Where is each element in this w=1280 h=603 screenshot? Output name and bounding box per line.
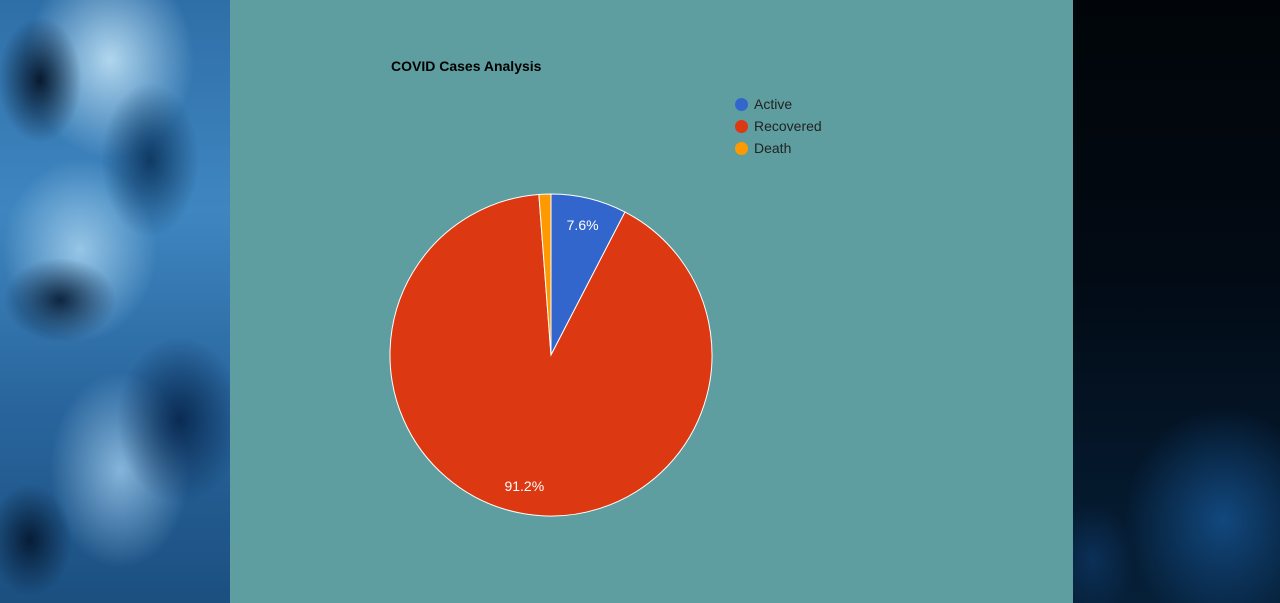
- legend-label-recovered: Recovered: [754, 118, 822, 134]
- legend-label-death: Death: [754, 140, 792, 156]
- pie-label-recovered: 91.2%: [504, 478, 544, 494]
- legend-swatch-active: [735, 97, 748, 111]
- legend-item-active[interactable]: Active: [735, 93, 822, 115]
- legend: Active Recovered Death: [735, 93, 822, 159]
- pie-label-active: 7.6%: [567, 217, 599, 233]
- background-left: [0, 0, 230, 603]
- legend-label-active: Active: [754, 96, 793, 112]
- chart-title: COVID Cases Analysis: [391, 58, 542, 74]
- chart-panel: COVID Cases Analysis 7.6% 91.2% Active Re…: [230, 0, 1073, 603]
- legend-swatch-recovered: [735, 119, 748, 133]
- legend-item-recovered[interactable]: Recovered: [735, 115, 822, 137]
- legend-item-death[interactable]: Death: [735, 137, 822, 159]
- legend-swatch-death: [735, 141, 748, 155]
- pie-slice-death[interactable]: [538, 193, 552, 356]
- background-right: [1073, 0, 1280, 603]
- pie-chart: 7.6% 91.2%: [389, 193, 713, 517]
- pie-slice-recovered[interactable]: [389, 193, 713, 517]
